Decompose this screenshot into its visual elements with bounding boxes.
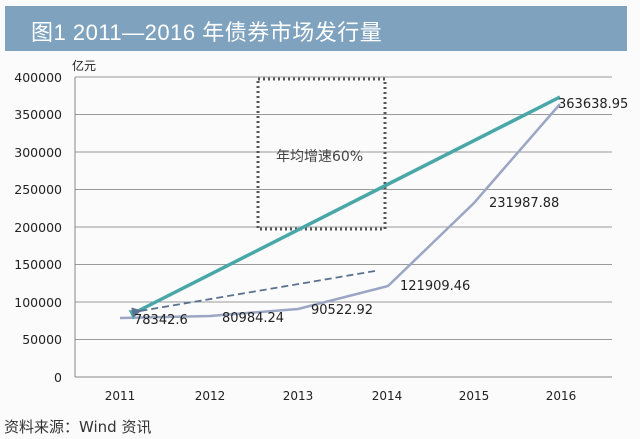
y-tick: 300000 (14, 145, 62, 160)
x-tick: 2012 (194, 389, 226, 403)
title-bar: 图1 2011—2016 年债券市场发行量 (5, 6, 627, 51)
x-tick: 2016 (545, 389, 577, 403)
source-note: 资料来源：Wind 资讯 (4, 418, 152, 436)
data-label: 363638.95 (558, 97, 629, 112)
y-tick: 400000 (14, 70, 62, 85)
y-tick: 50000 (22, 332, 62, 347)
x-tick: 2013 (282, 389, 314, 403)
y-tick: 200000 (14, 220, 62, 235)
gridlines (75, 76, 612, 378)
x-tick: 2014 (371, 389, 403, 403)
y-tick: 250000 (14, 182, 62, 197)
data-label: 90522.92 (311, 303, 374, 318)
growth-annotation-box (256, 77, 387, 231)
x-tick: 2011 (104, 389, 136, 403)
y-axis-unit: 亿元 (72, 59, 97, 73)
series-line (119, 103, 561, 320)
y-tick: 150000 (14, 257, 62, 272)
x-tick: 2015 (458, 389, 490, 403)
data-label: 80984.24 (222, 311, 285, 326)
trend-arrow-dashed (131, 270, 376, 318)
data-label: 121909.46 (400, 279, 471, 294)
y-tick: 350000 (14, 107, 62, 122)
chart-title: 图1 2011—2016 年债券市场发行量 (31, 20, 383, 45)
trend-arrow-solid (128, 95, 561, 320)
y-tick: 100000 (14, 295, 62, 310)
growth-annotation: 年均增速60% (276, 149, 364, 165)
data-label: 78342.6 (134, 313, 188, 328)
y-tick: 0 (54, 370, 62, 385)
data-label: 231987.88 (489, 196, 560, 211)
